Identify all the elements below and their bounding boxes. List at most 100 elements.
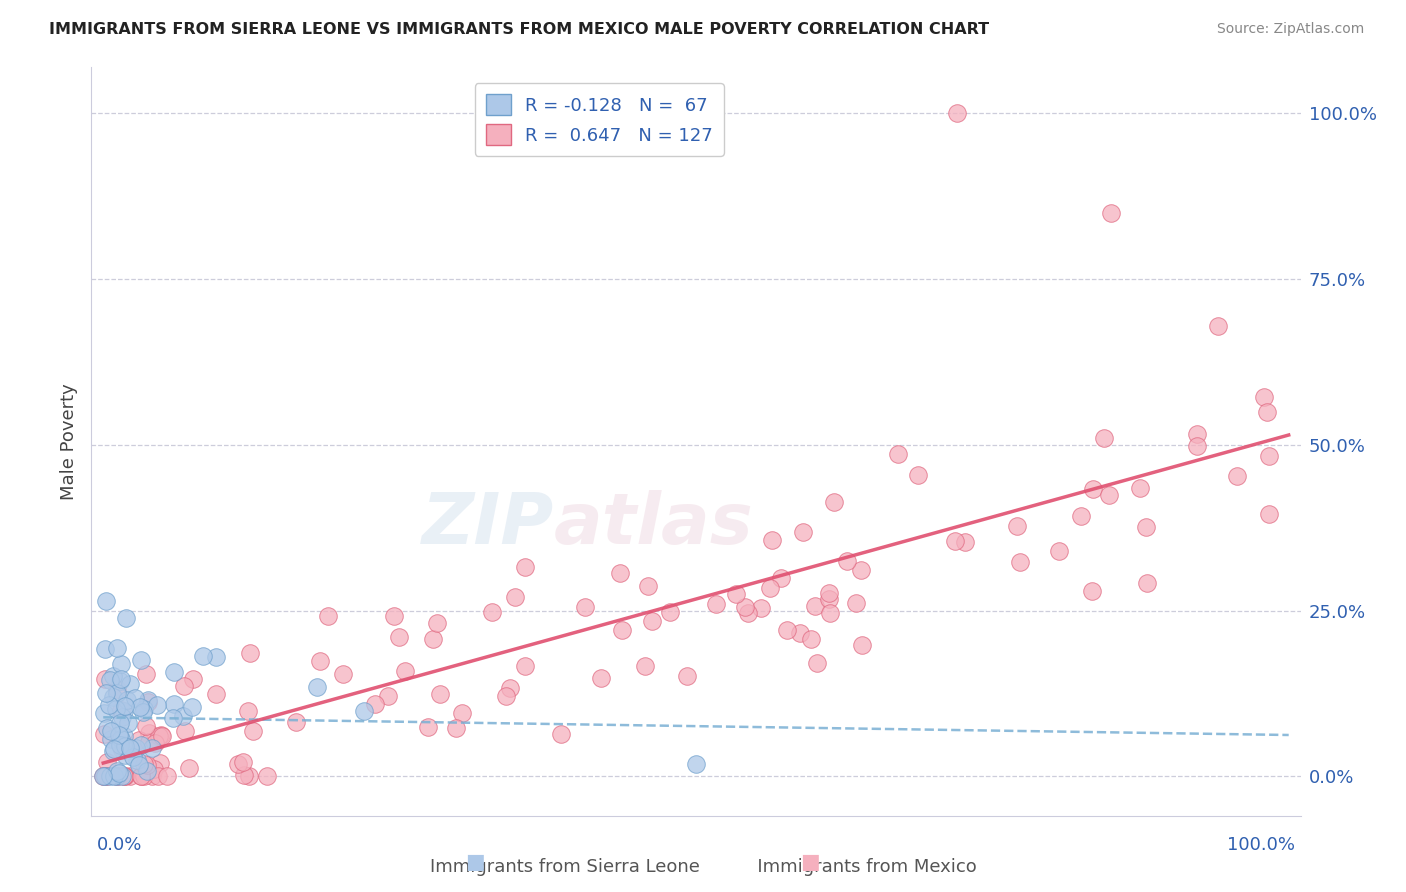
Point	[851, 638, 873, 652]
Point	[818, 606, 841, 620]
Point	[110, 672, 132, 686]
Point	[658, 606, 681, 620]
Point	[1226, 469, 1249, 483]
Point	[134, 702, 156, 716]
Point	[377, 690, 399, 704]
Point	[641, 614, 664, 628]
Point	[1185, 426, 1208, 441]
Point	[136, 694, 159, 708]
Point	[111, 710, 134, 724]
Point	[129, 769, 152, 783]
Point	[112, 705, 135, 719]
Point	[150, 729, 173, 743]
Point	[112, 769, 135, 783]
Point	[233, 768, 256, 782]
Point	[143, 763, 166, 777]
Point	[1136, 575, 1159, 590]
Point	[103, 769, 125, 783]
Point	[316, 609, 339, 624]
Point	[98, 698, 121, 712]
Point	[136, 758, 159, 772]
Point	[107, 769, 129, 783]
Point	[136, 693, 159, 707]
Point	[108, 716, 131, 731]
Point	[444, 721, 467, 735]
Point	[93, 769, 115, 783]
Point	[135, 764, 157, 778]
Point	[149, 756, 172, 771]
Point	[105, 686, 128, 700]
Point	[91, 769, 114, 783]
Point	[388, 630, 411, 644]
Point	[232, 755, 254, 769]
Point	[124, 691, 146, 706]
Point	[94, 672, 117, 686]
Point	[105, 682, 128, 697]
Point	[724, 587, 747, 601]
Point	[93, 727, 115, 741]
Point	[481, 605, 503, 619]
Point	[1129, 481, 1152, 495]
Point	[91, 769, 114, 783]
Point	[129, 738, 152, 752]
Point	[1206, 318, 1229, 333]
Point	[238, 769, 260, 783]
Point	[704, 597, 727, 611]
Point	[98, 673, 121, 687]
Point	[776, 624, 799, 638]
Point	[1257, 508, 1279, 522]
Point	[120, 677, 142, 691]
Point	[96, 722, 118, 736]
Point	[101, 744, 124, 758]
Point	[422, 632, 444, 646]
Point	[205, 687, 228, 701]
Point	[131, 653, 153, 667]
Point	[138, 726, 160, 740]
Point	[676, 669, 699, 683]
Point	[114, 747, 136, 762]
Point	[105, 764, 128, 779]
Point	[769, 571, 792, 585]
Point	[98, 769, 121, 783]
Point	[96, 755, 118, 769]
Point	[128, 758, 150, 772]
Y-axis label: Male Poverty: Male Poverty	[59, 384, 77, 500]
Point	[800, 632, 823, 647]
Point	[953, 534, 976, 549]
Point	[515, 658, 537, 673]
Point	[114, 769, 136, 783]
Point	[849, 563, 872, 577]
Text: 0.0%: 0.0%	[97, 836, 142, 854]
Point	[115, 693, 138, 707]
Point	[758, 581, 780, 595]
Point	[1099, 206, 1122, 220]
Point	[835, 554, 858, 568]
Point	[823, 495, 845, 509]
Point	[181, 672, 204, 686]
Point	[515, 560, 537, 574]
Point	[111, 769, 134, 783]
Point	[100, 731, 122, 746]
Point	[450, 706, 472, 720]
Point	[1187, 439, 1209, 453]
Point	[1256, 405, 1278, 419]
Text: ■: ■	[465, 853, 485, 872]
Point	[146, 698, 169, 713]
Point	[120, 769, 142, 783]
Point	[112, 729, 135, 743]
Point	[1258, 449, 1281, 463]
Point	[1081, 584, 1104, 599]
Point	[1081, 482, 1104, 496]
Point	[163, 698, 186, 712]
Point	[105, 702, 128, 716]
Point	[117, 716, 139, 731]
Point	[734, 599, 756, 614]
Point	[226, 756, 249, 771]
Point	[1098, 488, 1121, 502]
Point	[173, 679, 195, 693]
Point	[103, 741, 125, 756]
Text: ZIP: ZIP	[422, 490, 554, 559]
Point	[107, 769, 129, 783]
Point	[149, 728, 172, 742]
Point	[162, 711, 184, 725]
